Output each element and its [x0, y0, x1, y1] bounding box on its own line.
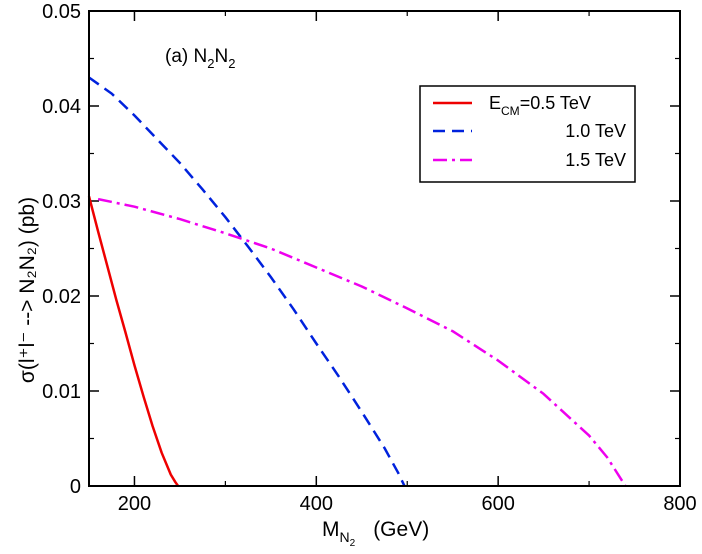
series-line-2	[97, 197, 627, 487]
y-tick-label: 0.05	[42, 1, 81, 23]
legend: ECM=0.5 TeV 1.0 TeV 1.5 TeV	[419, 85, 636, 183]
series-line-0	[87, 195, 180, 487]
y-tick-label: 0.02	[42, 286, 81, 308]
plot-frame	[88, 10, 681, 487]
legend-label-0: ECM=0.5 TeV	[489, 93, 591, 118]
legend-label-2: 1.5 TeV	[565, 150, 626, 170]
y-tick-label: 0.03	[42, 191, 81, 213]
y-axis-label: σ(l⁺l⁻ --> N₂N₂) (pb)	[16, 197, 39, 383]
x-tick-label: 200	[118, 493, 151, 515]
ticks-group: 200 400 600 800 0 0.01 0.02 0.03 0.04 0.05	[42, 1, 697, 515]
x-tick-label: 600	[481, 493, 514, 515]
x-axis-label: MN2(GeV)	[322, 518, 429, 549]
series-line-1	[88, 76, 406, 487]
series-group	[87, 76, 627, 487]
x-tick-label: 400	[300, 493, 333, 515]
y-tick-label: 0.01	[42, 381, 81, 403]
x-tick-label: 800	[663, 493, 696, 515]
panel-annotation: (a) N2N2	[165, 46, 235, 71]
legend-label-1: 1.0 TeV	[565, 121, 626, 141]
y-tick-label: 0	[70, 476, 81, 498]
y-tick-label: 0.04	[42, 96, 81, 118]
